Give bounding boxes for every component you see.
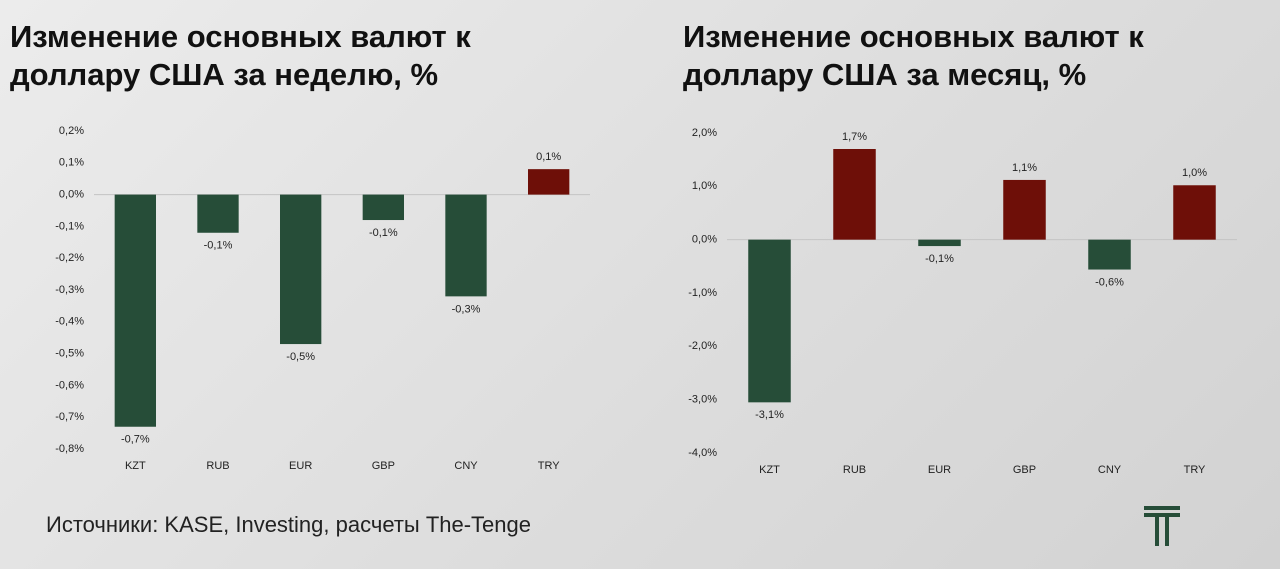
y-tick-label: -0,3%	[55, 284, 84, 296]
x-tick-label: EUR	[289, 460, 312, 472]
data-label: -0,7%	[121, 434, 150, 446]
bar	[362, 194, 404, 221]
bar	[748, 239, 791, 403]
bar	[1003, 179, 1046, 240]
data-label: -0,1%	[369, 227, 398, 239]
y-tick-label: 0,0%	[692, 234, 717, 246]
x-tick-label: KZT	[125, 460, 146, 472]
x-tick-label: TRY	[538, 460, 560, 472]
y-tick-label: 0,1%	[59, 157, 84, 169]
bar	[1088, 239, 1131, 270]
bar	[280, 194, 322, 345]
data-label: 1,1%	[1012, 162, 1037, 174]
y-tick-label: -3,0%	[688, 394, 717, 406]
x-tick-label: CNY	[1098, 464, 1122, 476]
y-tick-label: -0,8%	[55, 443, 84, 455]
source-note: Источники: KASE, Investing, расчеты The-…	[46, 512, 531, 537]
y-tick-label: -0,1%	[55, 220, 84, 232]
data-label: 0,1%	[536, 151, 561, 163]
y-tick-label: -0,2%	[55, 252, 84, 264]
x-tick-label: GBP	[1013, 464, 1036, 476]
x-tick-label: RUB	[843, 464, 866, 476]
data-label: 1,7%	[842, 131, 867, 143]
y-tick-label: -2,0%	[688, 340, 717, 352]
bar	[197, 194, 239, 233]
bar	[114, 194, 156, 427]
data-label: -0,3%	[452, 303, 481, 315]
chart-title: Изменение основных валют к доллару США з…	[10, 19, 471, 92]
data-label: -0,1%	[204, 240, 233, 252]
chart-title: Изменение основных валют к доллару США з…	[683, 19, 1144, 92]
y-tick-label: -0,5%	[55, 348, 84, 360]
y-tick-label: -1,0%	[688, 287, 717, 299]
y-tick-label: -0,4%	[55, 316, 84, 328]
x-tick-label: GBP	[372, 460, 395, 472]
bar	[528, 169, 570, 195]
bar	[833, 149, 876, 240]
data-label: 1,0%	[1182, 167, 1207, 179]
logo	[1144, 506, 1180, 546]
bar	[1173, 185, 1216, 240]
y-tick-label: -0,7%	[55, 411, 84, 423]
y-tick-label: 0,0%	[59, 189, 84, 201]
x-tick-label: KZT	[759, 464, 780, 476]
data-label: -0,5%	[286, 351, 315, 363]
data-label: -0,6%	[1095, 276, 1124, 288]
y-tick-label: 1,0%	[692, 180, 717, 192]
x-tick-label: RUB	[206, 460, 229, 472]
data-label: -0,1%	[925, 253, 954, 265]
y-tick-label: -4,0%	[688, 447, 717, 459]
data-label: -3,1%	[755, 409, 784, 421]
bar	[445, 194, 487, 297]
x-tick-label: CNY	[454, 460, 478, 472]
y-tick-label: -0,6%	[55, 379, 84, 391]
bar	[918, 239, 961, 247]
x-tick-label: EUR	[928, 464, 951, 476]
y-tick-label: 0,2%	[59, 125, 84, 137]
y-tick-label: 2,0%	[692, 127, 717, 139]
x-tick-label: TRY	[1184, 464, 1206, 476]
